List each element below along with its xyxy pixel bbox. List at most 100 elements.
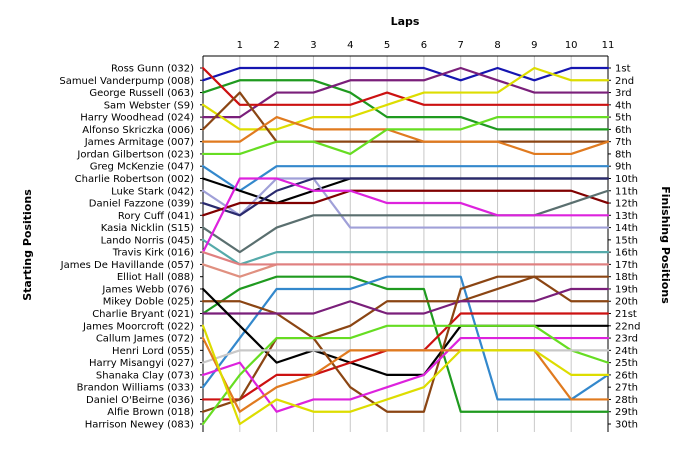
x-tick-label: 3 <box>310 40 316 51</box>
finishing-position-label: 14th <box>615 223 638 234</box>
starting-position-label: Sam Webster (S9) <box>104 100 194 111</box>
finishing-position-label: 21st <box>615 309 637 320</box>
x-tick-label: 11 <box>602 40 615 51</box>
starting-position-label: James De Havillande (057) <box>60 260 194 271</box>
x-tick-label: 5 <box>384 40 390 51</box>
finishing-position-label: 10th <box>615 174 638 185</box>
x-tick-labels: 1 2 3 4 5 6 7 8 9 10 11 <box>237 40 615 51</box>
x-tick-label: 2 <box>273 40 279 51</box>
starting-position-label: Shanaka Clay (073) <box>96 370 194 381</box>
finishing-position-label: 22nd <box>615 321 640 332</box>
series-line-1 <box>201 66 610 82</box>
starting-position-labels: Ross Gunn (032)Samuel Vanderpump (008)Ge… <box>59 64 194 431</box>
series-line-25 <box>201 275 610 413</box>
series-line-29 <box>201 336 610 413</box>
starting-position-label: Harry Woodhead (024) <box>80 113 194 124</box>
finishing-position-label: 3rd <box>615 88 632 99</box>
starting-position-label: Ross Gunn (032) <box>111 64 194 75</box>
starting-position-label: James Moorcroft (022) <box>82 321 194 332</box>
series-line-6 <box>201 91 610 143</box>
finishing-position-label: 13th <box>615 211 638 222</box>
starting-position-label: Luke Stark (042) <box>111 186 194 197</box>
series-line-5 <box>201 66 610 131</box>
finishing-position-label: 11th <box>615 186 638 197</box>
series-line-17 <box>201 263 610 278</box>
finishing-position-label: 9th <box>615 162 632 173</box>
right-axis-title: Finishing Positions <box>659 186 672 304</box>
finishing-position-label: 28th <box>615 395 638 406</box>
series-line-3 <box>201 66 610 119</box>
finishing-position-labels: 1st2nd3rd4th5th6th7th8th9th10th11th12th1… <box>615 64 640 431</box>
series-line-19 <box>201 275 610 413</box>
series-line-18 <box>201 251 610 266</box>
series-line-7 <box>201 116 610 156</box>
starting-position-label: George Russell (063) <box>89 88 194 99</box>
starting-position-label: Kasia Nicklin (S15) <box>101 223 194 234</box>
series-line-21 <box>201 275 610 340</box>
series-line-27 <box>201 324 610 426</box>
x-tick-label: 8 <box>494 40 500 51</box>
finishing-position-label: 1st <box>615 64 631 75</box>
starting-position-label: Daniel Fazzone (039) <box>89 199 194 210</box>
starting-position-label: Elliot Hall (088) <box>117 272 194 283</box>
series-line-8 <box>201 116 610 156</box>
series-line-9 <box>201 165 610 192</box>
series-line-16 <box>201 177 610 254</box>
starting-position-label: Alfonso Skriczka (006) <box>82 125 194 136</box>
starting-position-label: Samuel Vanderpump (008) <box>59 76 194 87</box>
finishing-position-label: 24th <box>615 346 638 357</box>
finishing-position-label: 26th <box>615 370 638 381</box>
finishing-position-label: 29th <box>615 407 638 418</box>
series-line-14 <box>201 189 610 254</box>
x-tick-label: 9 <box>531 40 537 51</box>
starting-position-label: James Webb (076) <box>101 284 194 295</box>
starting-position-label: Harry Misangyi (027) <box>89 358 194 369</box>
starting-position-label: Greg McKenzie (047) <box>90 162 194 173</box>
finishing-position-label: 30th <box>615 420 638 431</box>
starting-position-label: Harrison Newey (083) <box>85 420 194 431</box>
series-line-22 <box>201 287 610 315</box>
finishing-position-label: 2nd <box>615 76 634 87</box>
starting-position-label: Rory Cuff (041) <box>118 211 194 222</box>
series-line-12 <box>201 177 610 217</box>
series-lines <box>201 66 610 426</box>
x-tick-label: 4 <box>347 40 353 51</box>
starting-position-label: Lando Norris (045) <box>101 235 194 246</box>
starting-position-label: Daniel O'Beirne (036) <box>86 395 194 406</box>
finishing-position-label: 25th <box>615 358 638 369</box>
starting-position-label: Charlie Bryant (021) <box>92 309 194 320</box>
finishing-position-label: 17th <box>615 260 638 271</box>
series-line-2 <box>201 79 610 131</box>
x-axis-title: Laps <box>391 15 420 28</box>
finishing-position-label: 7th <box>615 137 632 148</box>
starting-position-label: Jordan Gilbertson (023) <box>76 149 194 160</box>
finishing-position-label: 8th <box>615 149 632 160</box>
finishing-position-label: 27th <box>615 383 638 394</box>
starting-position-label: Travis Kirk (016) <box>112 248 194 259</box>
x-tick-label: 1 <box>237 40 243 51</box>
finishing-position-label: 6th <box>615 125 632 136</box>
starting-position-label: Callum James (072) <box>96 334 194 345</box>
starting-position-label: Charlie Robertson (002) <box>75 174 194 185</box>
series-line-13 <box>201 189 610 217</box>
series-line-30 <box>201 324 610 426</box>
series-line-15 <box>201 238 610 266</box>
finishing-position-label: 20th <box>615 297 638 308</box>
finishing-position-label: 23rd <box>615 334 638 345</box>
starting-position-label: Henri Lord (055) <box>112 346 194 357</box>
x-tick-label: 6 <box>421 40 427 51</box>
series-line-23 <box>201 287 610 376</box>
finishing-position-label: 18th <box>615 272 638 283</box>
starting-position-label: Mikey Doble (025) <box>103 297 194 308</box>
finishing-position-label: 15th <box>615 235 638 246</box>
finishing-position-label: 19th <box>615 284 638 295</box>
finishing-position-label: 5th <box>615 113 632 124</box>
series-line-11 <box>201 177 610 229</box>
starting-position-label: Brandon Williams (033) <box>77 383 194 394</box>
starting-position-label: Alfie Brown (018) <box>107 407 194 418</box>
finishing-position-label: 16th <box>615 248 638 259</box>
x-tick-label: 7 <box>458 40 464 51</box>
finishing-position-label: 12th <box>615 199 638 210</box>
x-tick-label: 10 <box>565 40 578 51</box>
